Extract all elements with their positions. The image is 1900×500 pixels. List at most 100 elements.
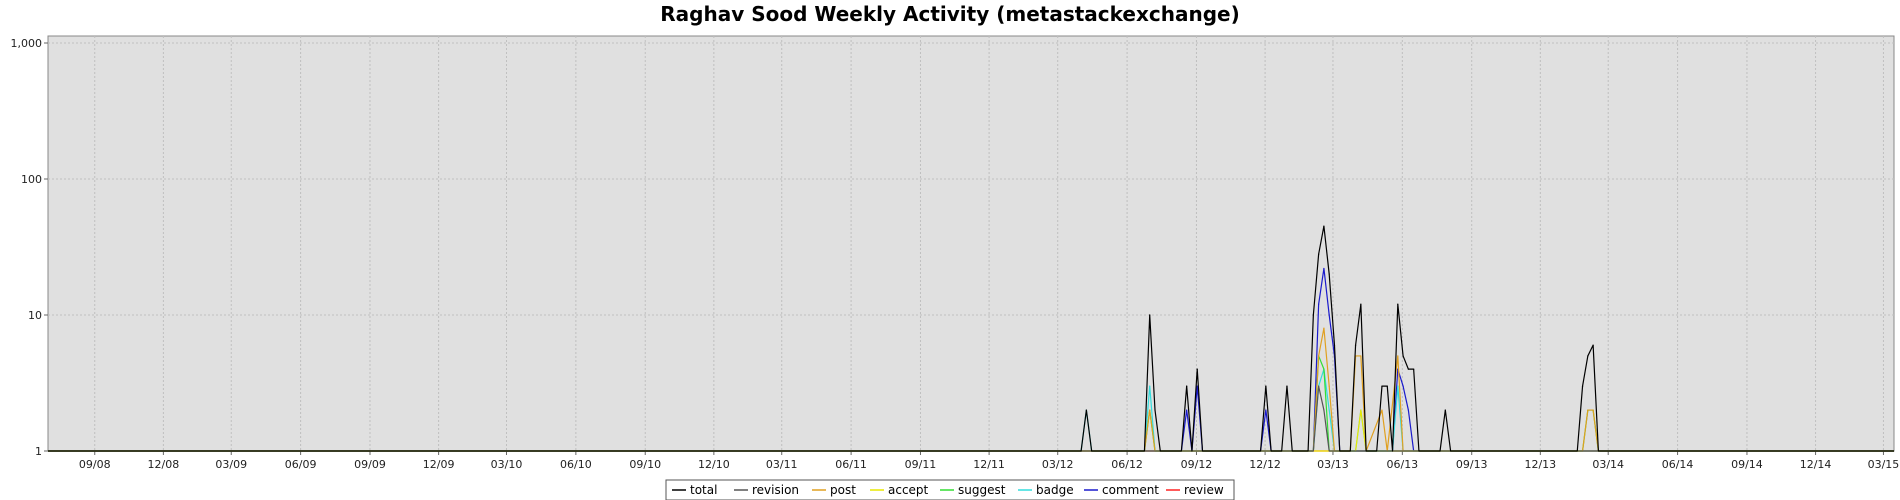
x-tick-label: 06/12	[1111, 458, 1143, 471]
legend-label-badge: badge	[1036, 483, 1074, 497]
plot-area: 1 10 100 1,000 09/08 12/08 03/09 06/09 09/09 12/0…	[11, 35, 1900, 471]
x-tick-label: 03/09	[215, 458, 247, 471]
data-point-total	[1444, 409, 1446, 411]
data-point-total	[1333, 344, 1336, 346]
legend-item-review: review	[1166, 483, 1224, 497]
x-tick-label: 06/13	[1386, 458, 1418, 471]
data-point-post	[1397, 355, 1399, 357]
data-point-comment	[1318, 303, 1320, 305]
x-tick-label: 12/08	[148, 458, 180, 471]
plot-background	[47, 35, 1895, 452]
data-point-post	[1323, 327, 1325, 329]
data-point-comment	[1196, 385, 1198, 387]
x-tick-label: 12/13	[1524, 458, 1556, 471]
y-tick-label: 1	[35, 445, 42, 458]
y-tick-label: 100	[21, 173, 42, 186]
y-tick-label: 10	[28, 309, 42, 322]
data-point-total	[1581, 385, 1584, 387]
x-tick-label: 12/12	[1249, 458, 1281, 471]
legend-item-post: post	[812, 483, 856, 497]
data-point-comment	[1323, 267, 1325, 270]
data-point-accept	[1360, 409, 1362, 411]
data-point-comment	[1402, 385, 1404, 387]
data-point-total	[1592, 344, 1594, 346]
legend-item-revision: revision	[734, 483, 799, 497]
x-tick-label: 06/14	[1662, 458, 1694, 471]
x-tick-label: 12/14	[1800, 458, 1832, 471]
data-point-total	[1265, 385, 1267, 387]
data-point-post	[1360, 355, 1362, 357]
legend-label-comment: comment	[1102, 483, 1159, 497]
data-point-comment	[1407, 409, 1409, 411]
x-tick-label: 03/15	[1868, 458, 1900, 471]
x-tick-label: 09/14	[1731, 458, 1763, 471]
x-tick-label: 09/08	[79, 458, 111, 471]
data-point-total	[1154, 409, 1156, 411]
data-point-comment	[1186, 409, 1188, 411]
legend-item-comment: comment	[1084, 483, 1159, 497]
x-tick-label: 03/14	[1592, 458, 1624, 471]
series-total	[48, 225, 1894, 452]
legend-label-total: total	[690, 483, 717, 497]
chart-title: Raghav Sood Weekly Activity (metastackex…	[660, 2, 1239, 26]
x-tick-label: 06/09	[285, 458, 317, 471]
legend-item-badge: badge	[1018, 483, 1074, 497]
data-point-total	[1286, 385, 1288, 387]
data-point-badge	[1397, 385, 1399, 387]
data-point-total	[1587, 355, 1589, 357]
x-tick-label: 09/09	[354, 458, 386, 471]
data-point-total	[1196, 368, 1198, 370]
x-tick-label: 12/11	[973, 458, 1005, 471]
x-tick-label: 09/12	[1181, 458, 1213, 471]
data-point-comment	[1265, 409, 1267, 411]
data-point-post	[1328, 385, 1330, 387]
data-point-total	[1360, 303, 1362, 305]
data-point-post	[1381, 409, 1383, 411]
data-point-post	[1592, 409, 1594, 411]
legend-label-suggest: suggest	[958, 483, 1006, 497]
data-point-total	[1149, 314, 1151, 316]
data-point-total	[1413, 368, 1415, 370]
data-point-post	[1587, 409, 1589, 411]
legend-label-review: review	[1184, 483, 1224, 497]
data-point-post	[1318, 355, 1320, 357]
data-point-total	[1312, 314, 1314, 316]
x-tick-label: 12/09	[423, 458, 455, 471]
legend-label-post: post	[830, 483, 856, 497]
x-tick-label: 03/11	[766, 458, 798, 471]
data-point-total	[1186, 385, 1188, 387]
y-tick-label: 1,000	[11, 37, 43, 50]
data-point-total	[1381, 385, 1383, 387]
data-point-badge	[1328, 409, 1330, 411]
data-point-total	[1318, 253, 1320, 255]
x-tick-label: 12/10	[698, 458, 730, 471]
data-point-post	[1149, 409, 1151, 411]
legend-item-suggest: suggest	[940, 483, 1006, 497]
x-tick-label: 03/12	[1042, 458, 1074, 471]
x-tick-label: 03/13	[1317, 458, 1349, 471]
x-tick-label: 06/10	[560, 458, 592, 471]
data-point-total	[1407, 368, 1409, 370]
data-point-total	[1402, 355, 1404, 357]
x-tick-label: 09/10	[629, 458, 661, 471]
data-point-comment	[1328, 314, 1330, 316]
legend-item-accept: accept	[870, 483, 929, 497]
x-tick-label: 09/11	[905, 458, 937, 471]
data-point-total	[1354, 344, 1357, 346]
data-point-suggest	[1323, 368, 1325, 370]
legend: total revision post accept suggest badge comme…	[665, 479, 1235, 500]
x-tick-label: 06/11	[835, 458, 867, 471]
data-point-total	[1386, 385, 1388, 387]
x-tick-label: 03/10	[491, 458, 523, 471]
legend-item-total: total	[672, 483, 717, 497]
data-point-total	[1323, 225, 1325, 227]
series-line-total	[48, 225, 1894, 452]
data-point-revision	[1323, 409, 1325, 411]
data-point-revision	[1318, 385, 1320, 387]
data-point-total	[1085, 409, 1087, 411]
data-point-badge	[1149, 385, 1151, 387]
legend-label-revision: revision	[752, 483, 799, 497]
x-tick-label: 09/13	[1456, 458, 1488, 471]
